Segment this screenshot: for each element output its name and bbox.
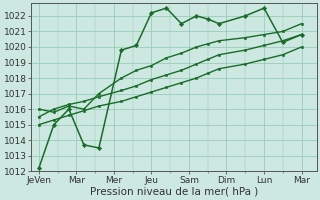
X-axis label: Pression niveau de la mer( hPa ): Pression niveau de la mer( hPa ) (90, 187, 258, 197)
